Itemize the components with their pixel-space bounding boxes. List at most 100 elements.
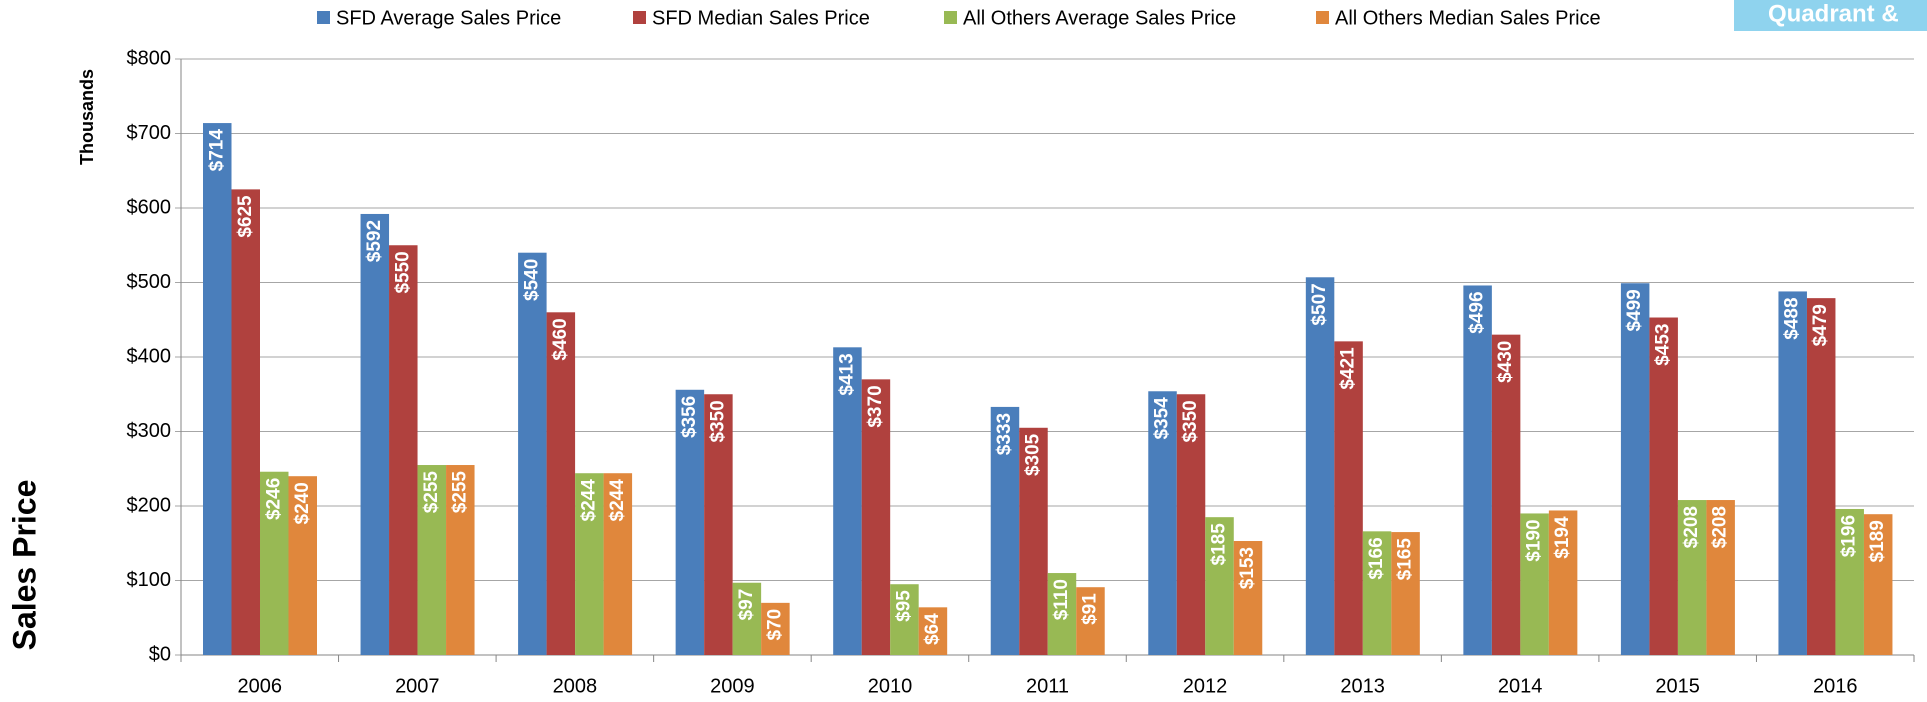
y-tick-label: $100 [127, 569, 172, 591]
bar [1520, 513, 1549, 655]
x-tick-label: 2014 [1498, 675, 1543, 697]
value-label: $153 [1237, 547, 1258, 589]
value-label: $166 [1366, 537, 1387, 579]
y-tick-label: $500 [127, 271, 172, 293]
y-tick-label: $300 [127, 420, 172, 442]
bar [918, 607, 948, 655]
value-label: $244 [607, 479, 628, 522]
bar [1176, 394, 1206, 655]
bar [203, 123, 232, 655]
value-label: $421 [1338, 347, 1359, 390]
y-tick-label: $800 [127, 47, 172, 69]
bar [1076, 587, 1105, 655]
legend-swatch [1316, 11, 1329, 24]
bar [1548, 510, 1578, 655]
y-tick-label: $700 [127, 122, 172, 144]
bar [1620, 283, 1650, 655]
value-label: $507 [1309, 283, 1330, 325]
legend-swatch [944, 11, 957, 24]
y-axis-label: Sales Price [6, 480, 42, 651]
value-label: $196 [1839, 515, 1860, 557]
value-label: $333 [994, 413, 1015, 455]
bar [288, 476, 317, 655]
y-tick-label: $400 [127, 345, 172, 367]
value-label: $208 [1710, 506, 1731, 548]
bar [417, 465, 447, 655]
bar [1649, 317, 1678, 655]
bar [1463, 285, 1492, 655]
value-label: $244 [578, 479, 599, 522]
x-tick-label: 2006 [238, 675, 283, 697]
value-label: $165 [1395, 538, 1416, 581]
value-label: $64 [922, 613, 943, 645]
bar [389, 245, 418, 655]
value-label: $194 [1552, 516, 1573, 559]
legend-swatch [317, 11, 330, 24]
x-tick-label: 2013 [1340, 675, 1385, 697]
bar [603, 473, 633, 655]
legend-swatch [633, 11, 646, 24]
bar [1778, 291, 1807, 655]
value-label: $255 [421, 471, 442, 514]
value-label: $190 [1524, 519, 1545, 561]
bar [1047, 573, 1077, 655]
value-label: $95 [893, 590, 914, 622]
bar [890, 584, 919, 655]
y-axis-unit: Thousands [77, 69, 97, 165]
value-label: $430 [1495, 341, 1516, 383]
bar [732, 582, 762, 655]
value-label: $189 [1867, 520, 1888, 562]
y-tick-label: $600 [127, 196, 172, 218]
bar [1334, 341, 1363, 655]
bar [861, 379, 891, 655]
x-tick-label: 2007 [395, 675, 440, 697]
legend-label: SFD Average Sales Price [336, 7, 561, 29]
value-label: $592 [364, 220, 385, 262]
x-tick-label: 2010 [868, 675, 913, 697]
bar [833, 347, 862, 655]
value-label: $354 [1152, 397, 1173, 440]
value-label: $625 [235, 195, 256, 238]
legend-label: SFD Median Sales Price [652, 7, 870, 29]
value-label: $246 [263, 478, 284, 520]
value-label: $453 [1653, 324, 1674, 366]
y-tick-label: $0 [149, 643, 171, 665]
bar [1019, 427, 1048, 655]
value-label: $540 [521, 259, 542, 301]
bar [1391, 532, 1420, 655]
bar [575, 473, 604, 655]
value-label: $350 [707, 400, 728, 442]
value-label: $70 [764, 609, 785, 641]
y-tick-label: $200 [127, 494, 172, 516]
value-label: $91 [1079, 593, 1100, 625]
bar [1205, 517, 1234, 655]
bar [1148, 391, 1177, 655]
bar [761, 602, 790, 655]
bar [1806, 298, 1836, 655]
legend-label: All Others Median Sales Price [1335, 7, 1601, 29]
value-label: $208 [1681, 506, 1702, 548]
x-tick-label: 2012 [1183, 675, 1228, 697]
bar [1835, 508, 1864, 655]
value-label: $240 [292, 482, 313, 524]
bar [360, 213, 390, 655]
bar [1491, 334, 1521, 655]
value-label: $110 [1051, 579, 1072, 620]
value-label: $305 [1022, 433, 1043, 476]
bar [1305, 277, 1335, 655]
bar [546, 312, 576, 655]
badge-box [1734, 0, 1927, 31]
value-label: $350 [1180, 400, 1201, 442]
bar [1706, 500, 1735, 655]
bar [990, 406, 1020, 655]
value-label: $479 [1810, 304, 1831, 346]
value-label: $488 [1782, 297, 1803, 339]
bar [1677, 500, 1707, 655]
bar [675, 389, 705, 655]
legend-label: All Others Average Sales Price [963, 7, 1236, 29]
bar [518, 252, 547, 655]
value-label: $460 [550, 318, 571, 360]
value-label: $496 [1467, 291, 1488, 333]
bar [231, 189, 260, 655]
